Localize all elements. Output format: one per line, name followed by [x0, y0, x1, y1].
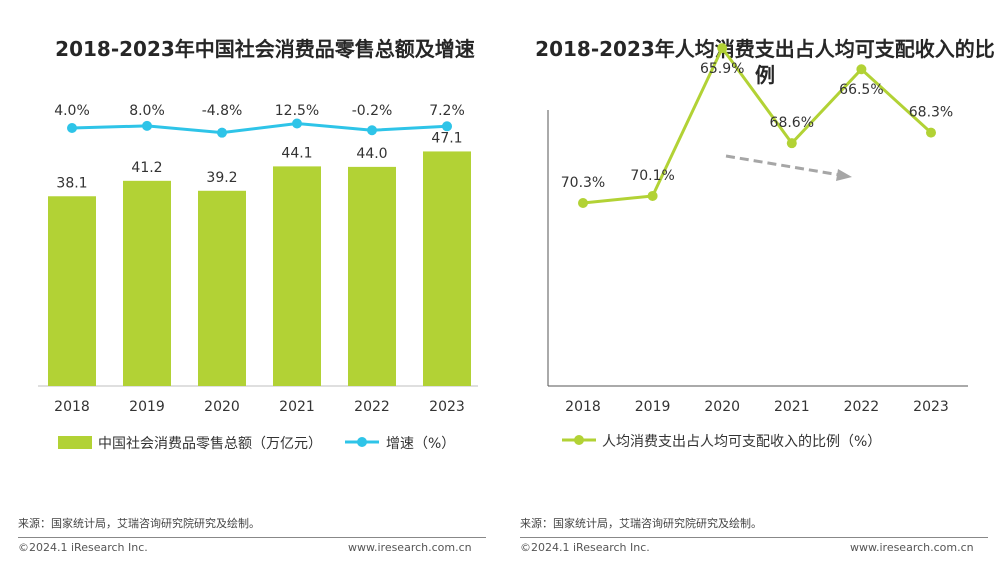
ratio-point-2023 [926, 127, 936, 138]
growth-point-2023 [442, 121, 452, 132]
bar-2022 [348, 166, 396, 386]
bar-label-2023: 47.1 [431, 130, 462, 146]
ratio-line [582, 45, 933, 205]
growth-label-2018: 4.0% [54, 103, 90, 119]
growth-label-2023: 7.2% [429, 103, 465, 119]
left-x-tick-2021: 2021 [279, 399, 315, 415]
left-chart-title: 2018-2023年中国社会消费品零售总额及增速 [55, 37, 475, 61]
left-source: 来源：国家统计局，艾瑞咨询研究院研究及绘制。 [18, 517, 260, 530]
left-website[interactable]: www.iresearch.com.cn [348, 541, 472, 554]
right-chart-title: 2018-2023年人均消费支出占人均可支配收入的比例 [535, 37, 995, 87]
growth-label-2020: -4.8% [202, 103, 243, 119]
growth-point-2022 [367, 125, 377, 136]
bar-label-2019: 41.2 [131, 160, 162, 176]
right-x-tick-2022: 2022 [844, 399, 880, 415]
right-website[interactable]: www.iresearch.com.cn [850, 541, 974, 554]
left-x-tick-2020: 2020 [204, 399, 240, 415]
growth-label-2021: 12.5% [275, 103, 319, 119]
growth-line [71, 121, 448, 135]
ratio-label-2018: 70.3% [561, 175, 605, 191]
bar-label-2021: 44.1 [281, 145, 312, 161]
right-x-tick-2018: 2018 [565, 399, 601, 415]
right-source: 来源：国家统计局，艾瑞咨询研究院研究及绘制。 [520, 517, 762, 530]
legend-growth-marker [357, 437, 367, 447]
ratio-label-2021: 68.6% [770, 115, 814, 131]
legend-ratio-label: 人均消费支出占人均可支配收入的比例（%） [602, 434, 881, 450]
left-x-tick-2022: 2022 [354, 399, 390, 415]
bar-label-2022: 44.0 [356, 146, 387, 162]
ratio-point-2021 [786, 138, 797, 149]
growth-label-2019: 8.0% [129, 103, 165, 119]
growth-point-2018 [67, 123, 77, 133]
ratio-label-2022: 66.5% [839, 82, 883, 98]
growth-point-2020 [217, 127, 227, 138]
bar-2018 [48, 196, 96, 386]
bar-2021 [273, 166, 321, 386]
right-x-tick-2023: 2023 [913, 399, 949, 415]
left-x-tick-2023: 2023 [429, 399, 465, 415]
legend-bar-swatch [58, 436, 92, 449]
right-copyright: ©2024.1 iResearch Inc. [520, 541, 650, 554]
legend-growth-label: 增速（%） [386, 436, 455, 452]
left-copyright: ©2024.1 iResearch Inc. [18, 541, 148, 554]
ratio-label-2020: 65.9% [700, 61, 744, 77]
legend-bar-label: 中国社会消费品零售总额（万亿元） [98, 436, 322, 452]
ratio-point-2020 [717, 43, 728, 54]
right-footer-rule [520, 537, 988, 538]
left-x-tick-2018: 2018 [54, 399, 90, 415]
left-x-tick-2019: 2019 [129, 399, 165, 415]
left-footer-rule [18, 537, 486, 538]
bar-2019 [123, 180, 171, 386]
right-x-tick-2019: 2019 [635, 399, 671, 415]
right-x-tick-2020: 2020 [704, 399, 740, 415]
ratio-label-2023: 68.3% [909, 105, 953, 121]
ratio-label-2019: 70.1% [630, 168, 674, 184]
ratio-point-2022 [856, 64, 867, 75]
bar-2023 [423, 151, 471, 386]
right-x-tick-2021: 2021 [774, 399, 810, 415]
bar-label-2018: 38.1 [56, 175, 87, 191]
growth-label-2022: -0.2% [352, 103, 393, 119]
ratio-point-2019 [647, 190, 658, 201]
growth-point-2021 [292, 118, 302, 129]
bar-label-2020: 39.2 [206, 170, 237, 186]
bar-2020 [198, 190, 246, 386]
legend-ratio-marker [574, 435, 584, 445]
trend-arrow [725, 154, 852, 181]
ratio-point-2018 [578, 198, 588, 208]
growth-point-2019 [142, 120, 152, 131]
